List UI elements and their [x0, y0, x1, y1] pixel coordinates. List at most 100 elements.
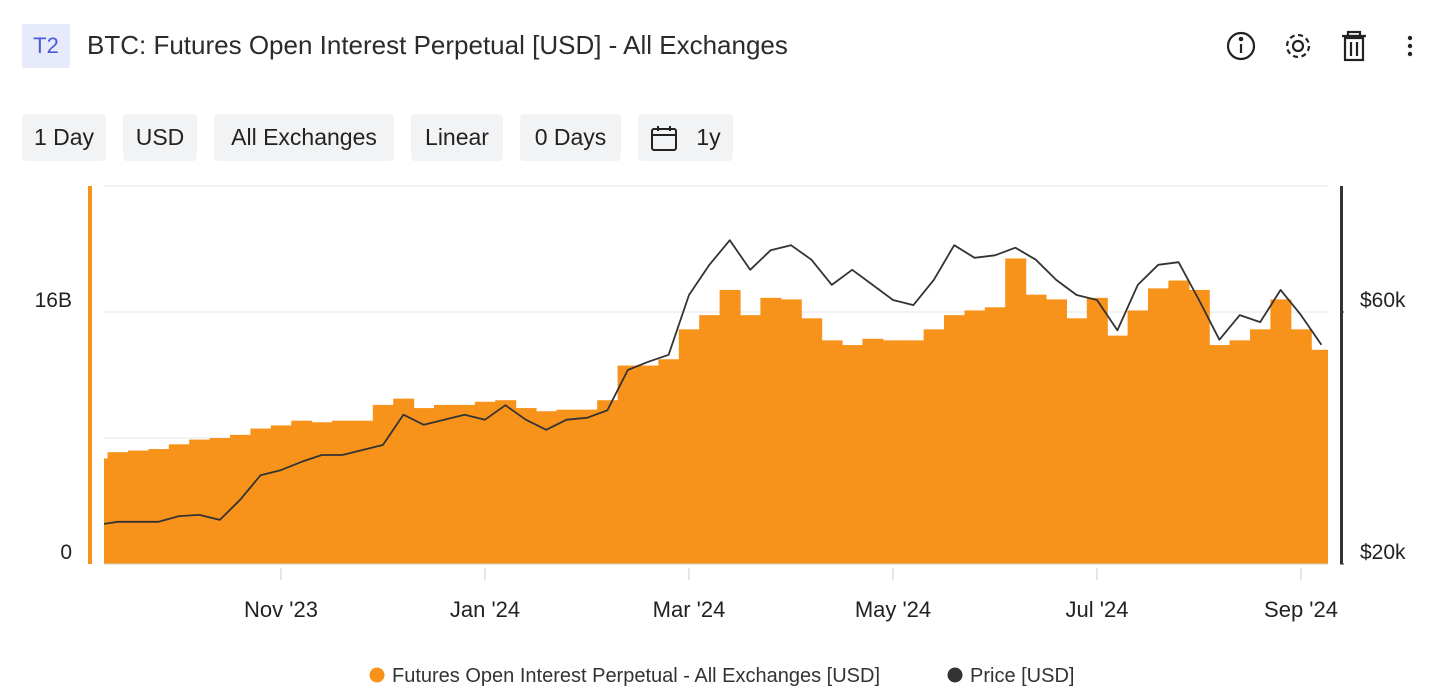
y2-tick-label: $60k [1360, 289, 1406, 312]
button-label: Linear [425, 124, 489, 150]
bar [168, 444, 190, 564]
bar [270, 425, 292, 564]
legend-label: Price [USD] [970, 665, 1074, 687]
title: BTC: Futures Open Interest Perpetual [US… [87, 30, 788, 60]
bar [1005, 258, 1027, 564]
bar [719, 289, 741, 564]
bar [760, 297, 782, 564]
bar [1311, 349, 1328, 564]
bar [250, 428, 272, 564]
bar [1025, 294, 1047, 564]
bar [148, 449, 170, 564]
bar [454, 404, 476, 564]
bar [372, 404, 394, 564]
bar [576, 409, 598, 564]
bar [1148, 288, 1169, 564]
bar [964, 310, 986, 564]
bar [536, 411, 557, 564]
bar [944, 315, 965, 564]
bar [474, 401, 496, 564]
bar [104, 458, 109, 564]
bar [1086, 297, 1108, 564]
delete-icon[interactable] [1342, 30, 1366, 62]
button[interactable]: 1y [638, 114, 733, 161]
button[interactable]: 0 Days [520, 114, 621, 161]
bar [984, 307, 1006, 564]
button[interactable]: 1 Day [22, 114, 106, 161]
x-tick-label: Mar '24 [653, 597, 726, 622]
button-label: 0 Days [534, 124, 607, 150]
bar [801, 318, 823, 564]
x-tick-label: May '24 [855, 597, 931, 622]
legend-label: Futures Open Interest Perpetual - All Ex… [392, 665, 880, 687]
bar [1127, 310, 1149, 564]
more-icon[interactable] [1407, 35, 1413, 57]
legend-swatch [369, 667, 385, 683]
bar [230, 434, 251, 564]
button-label: 1y [696, 124, 721, 150]
bar [842, 345, 863, 564]
bar [658, 359, 680, 564]
button[interactable]: All Exchanges [214, 114, 394, 161]
bar [209, 438, 231, 564]
button-label: USD [135, 124, 185, 150]
x-tick-label: Jan '24 [450, 597, 520, 622]
y-axis-bar [88, 186, 92, 564]
bar [821, 340, 843, 564]
bar [617, 365, 639, 564]
bar [1229, 340, 1251, 564]
toolbar-icons [1226, 30, 1413, 62]
bar [923, 329, 945, 564]
bar [1188, 289, 1210, 564]
bar [903, 340, 925, 564]
bar [1250, 329, 1271, 564]
bar [1046, 299, 1067, 564]
bar [495, 400, 517, 564]
bar [1270, 299, 1292, 564]
bar [780, 299, 802, 564]
y-tick-label: 16B [35, 289, 72, 312]
button[interactable]: Linear [411, 114, 503, 161]
bar [434, 404, 455, 564]
legend-swatch [947, 667, 963, 683]
bar [189, 439, 211, 564]
bar [699, 315, 721, 564]
bar [311, 422, 333, 564]
info-icon[interactable] [1226, 31, 1256, 61]
bar [291, 420, 313, 564]
bar [1290, 329, 1312, 564]
bar [740, 315, 761, 564]
bar [128, 450, 149, 564]
bar [393, 398, 415, 564]
bar [1209, 345, 1231, 564]
bar [352, 420, 374, 564]
bar [515, 408, 537, 564]
y-tick-label: 0 [60, 541, 72, 564]
badge: T2 [22, 24, 70, 68]
x-tick-label: Nov '23 [244, 597, 318, 622]
bar [556, 409, 578, 564]
settings-icon[interactable] [1285, 33, 1311, 59]
price-line [104, 239, 1323, 525]
bar [862, 338, 884, 564]
y2-tick-label: $20k [1360, 541, 1406, 564]
x-tick-label: Jul '24 [1066, 597, 1129, 622]
bar [597, 400, 619, 564]
bar [678, 329, 700, 564]
bar [1066, 318, 1088, 564]
button[interactable]: USD [123, 114, 197, 161]
x-tick-label: Sep '24 [1264, 597, 1338, 622]
bar [1168, 280, 1190, 564]
bar [638, 365, 659, 564]
bar [1107, 335, 1129, 564]
bar [882, 340, 904, 564]
calendar-icon [651, 125, 678, 151]
button-label: 1 Day [33, 124, 95, 150]
button-label: All Exchanges [231, 124, 377, 150]
y2-axis-bar [1340, 186, 1343, 564]
bar [107, 452, 129, 564]
bar [413, 408, 435, 564]
bar [332, 420, 353, 564]
